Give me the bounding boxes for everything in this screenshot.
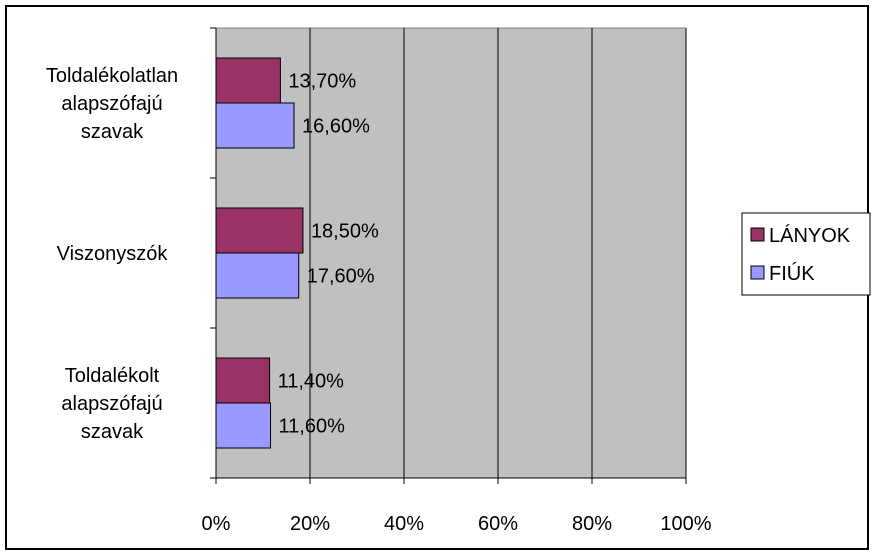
data-label: 11,40% xyxy=(278,371,345,393)
data-label: 18,50% xyxy=(311,221,379,243)
bar xyxy=(215,357,271,404)
x-tick-label: 40% xyxy=(384,513,424,535)
axes xyxy=(210,27,687,484)
x-tick-label: 0% xyxy=(202,513,231,535)
data-label: 17,60% xyxy=(307,266,375,288)
category-label-line: szavak xyxy=(81,121,144,143)
legend-swatch xyxy=(750,265,765,280)
bar xyxy=(215,402,272,449)
category-label-line: alapszófajú xyxy=(61,93,162,115)
legend-swatch xyxy=(750,227,765,242)
labels: 0% 20% 40% 60% 80% 100% Toldalékolatlan alapszó… xyxy=(46,65,712,535)
category-label-line: Toldalékolt xyxy=(65,365,160,387)
gridlines xyxy=(309,28,687,478)
data-label: 16,60% xyxy=(302,116,370,138)
category-label: Toldalékolt alapszófajú szavak xyxy=(61,365,162,443)
x-tick-label: 20% xyxy=(290,513,330,535)
x-tick-label: 60% xyxy=(478,513,518,535)
category-label: Viszonyszók xyxy=(57,243,169,265)
bar xyxy=(215,57,281,104)
data-label: 11,60% xyxy=(279,416,346,438)
legend: LÁNYOK FIÚK xyxy=(741,212,871,296)
legend-box xyxy=(741,212,871,296)
bar xyxy=(215,102,295,149)
bars xyxy=(215,57,304,449)
legend-label: LÁNYOK xyxy=(769,224,851,247)
x-tick-label: 80% xyxy=(572,513,612,535)
category-label-line: Viszonyszók xyxy=(57,243,169,265)
category-label-line: Toldalékolatlan xyxy=(46,65,178,87)
category-label-line: alapszófajú xyxy=(61,393,162,415)
bar xyxy=(215,207,304,254)
legend-label: FIÚK xyxy=(769,262,815,285)
bar xyxy=(215,252,300,299)
category-label-line: szavak xyxy=(81,421,144,443)
data-label: 13,70% xyxy=(288,71,356,93)
x-tick-label: 100% xyxy=(660,513,711,535)
category-label: Toldalékolatlan alapszófajú szavak xyxy=(46,65,178,143)
